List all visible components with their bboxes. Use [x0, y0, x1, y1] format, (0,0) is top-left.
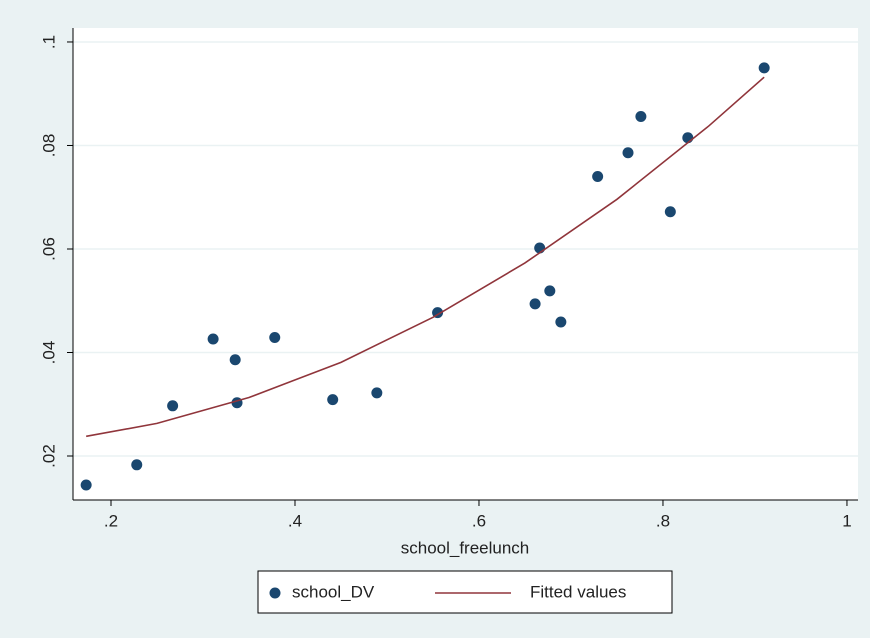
scatter-point [131, 459, 143, 471]
scatter-point [592, 171, 604, 183]
scatter-point [664, 206, 676, 218]
x-tick-label: .4 [288, 511, 302, 530]
scatter-point [371, 387, 383, 399]
scatter-point [682, 132, 694, 144]
y-tick-label: .06 [39, 237, 58, 261]
y-tick-label: .1 [39, 35, 58, 49]
y-tick-label: .04 [39, 341, 58, 365]
scatter-point [327, 394, 339, 406]
fitted-line [86, 76, 765, 438]
x-axis-title: school_freelunch [401, 538, 530, 557]
grid [73, 41, 858, 457]
scatter-point [635, 111, 647, 122]
legend [257, 570, 673, 614]
legend-label: school_DV [292, 582, 375, 601]
scatter-point [758, 62, 770, 74]
scatter-point [269, 331, 281, 343]
scatter-point [555, 316, 567, 328]
legend-marker [269, 587, 281, 599]
x-tick-label: .6 [472, 511, 486, 530]
x-tick-label: 1 [842, 511, 851, 530]
y-tick-label: .08 [39, 134, 58, 158]
x-tick-label: .2 [104, 511, 118, 530]
plot-area [73, 28, 858, 500]
y-tick-label: .02 [39, 444, 58, 468]
scatter-point [529, 298, 541, 310]
scatter-point [229, 354, 241, 366]
scatter-point [622, 147, 634, 159]
legend-label: Fitted values [530, 582, 626, 601]
scatter-point [207, 333, 219, 345]
scatter-point [80, 479, 92, 491]
scatter-point [167, 400, 179, 412]
x-tick-label: .8 [656, 511, 670, 530]
scatter-point [544, 285, 556, 297]
